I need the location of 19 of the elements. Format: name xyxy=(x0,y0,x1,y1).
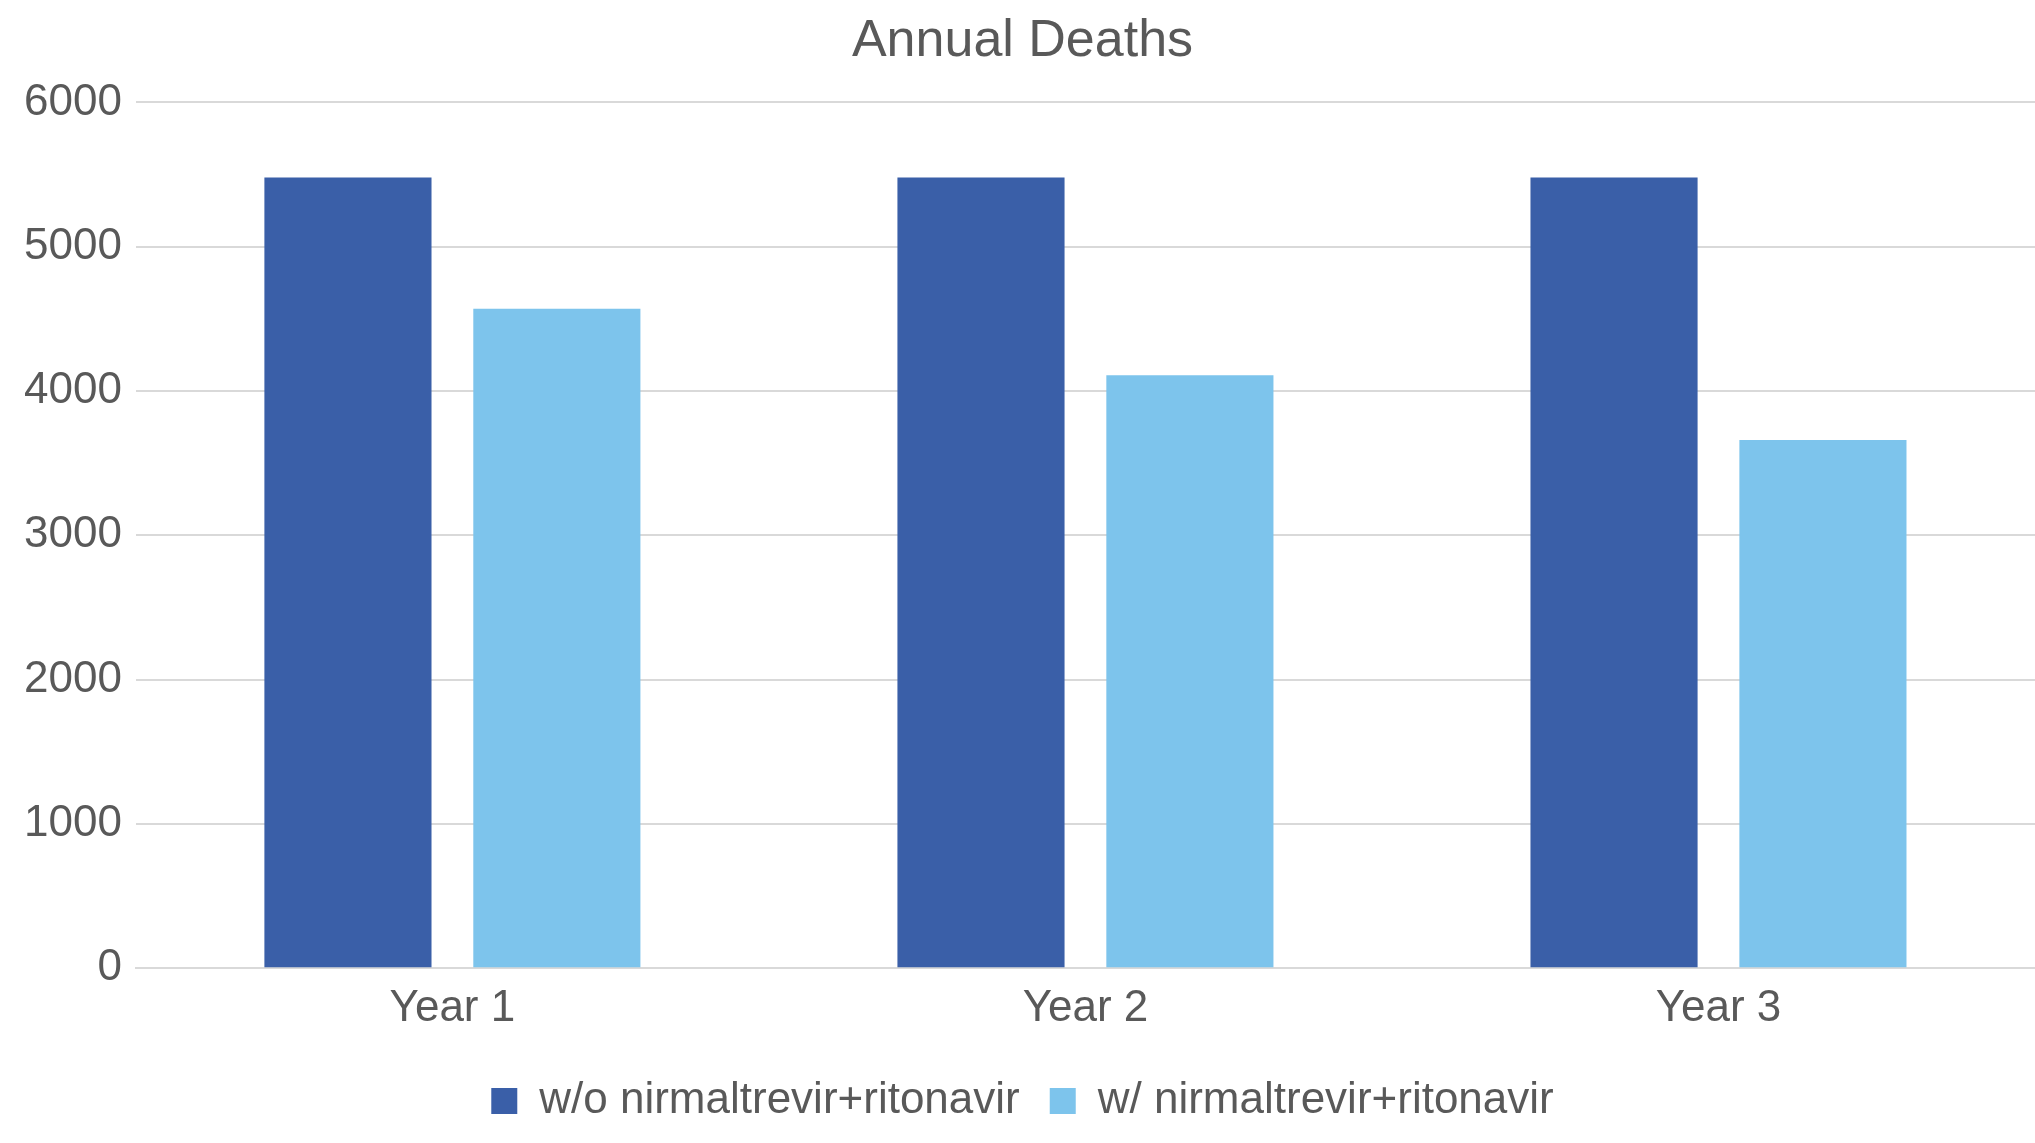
y-tick-label: 6000 xyxy=(23,74,122,124)
y-tick-label: 0 xyxy=(97,940,122,990)
bar xyxy=(473,308,641,968)
bar xyxy=(1106,375,1274,968)
y-tick-label: 5000 xyxy=(23,218,122,268)
y-tick-label: 1000 xyxy=(23,796,122,846)
legend-label: w/ nirmaltrevir+ritonavir xyxy=(1096,1073,1554,1123)
y-tick-label: 2000 xyxy=(23,651,122,701)
chart-title: Annual Deaths xyxy=(851,8,1194,67)
y-tick-label: 4000 xyxy=(23,363,122,413)
bar xyxy=(1530,177,1698,968)
y-tick-label: 3000 xyxy=(23,507,122,557)
bar xyxy=(897,177,1065,968)
x-tick-label: Year 1 xyxy=(389,980,516,1030)
bar xyxy=(1739,440,1907,968)
bar xyxy=(264,177,432,968)
legend-label: w/o nirmaltrevir+ritonavir xyxy=(538,1073,1020,1123)
x-tick-label: Year 2 xyxy=(1022,980,1149,1030)
x-tick-label: Year 3 xyxy=(1655,980,1782,1030)
